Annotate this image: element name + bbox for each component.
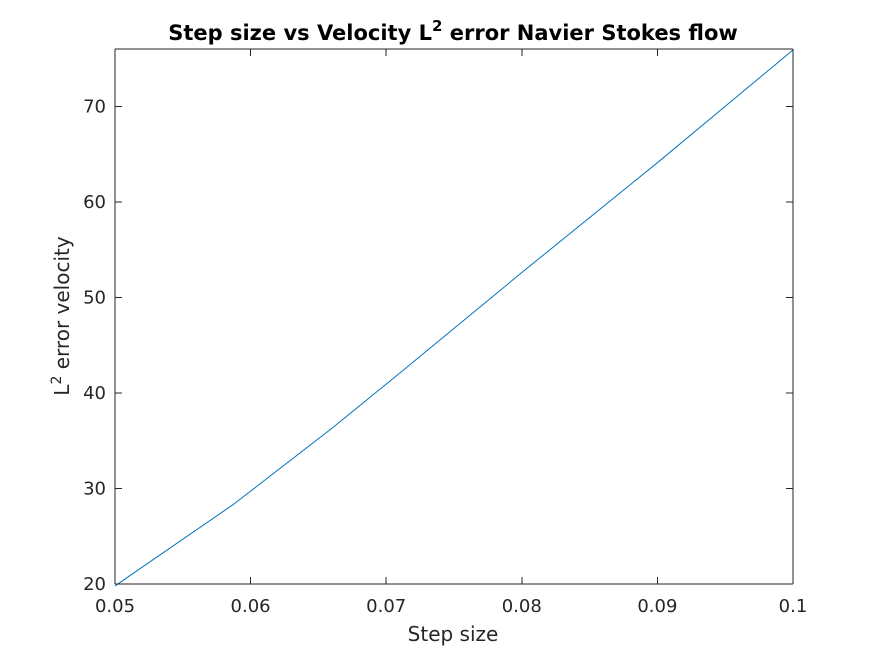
y-tick-label: 60	[83, 192, 106, 213]
y-axis-label-superscript: 2	[49, 376, 65, 385]
y-tick-label: 20	[83, 574, 106, 595]
series-line-0	[114, 49, 794, 587]
y-tick-label: 30	[83, 478, 106, 499]
y-ticks: 20 30 40 50 60 70	[83, 96, 793, 595]
y-tick-label: 70	[83, 96, 106, 117]
x-tick-label: 0.08	[502, 596, 542, 617]
chart-title-main: Step size vs Velocity L	[168, 21, 432, 45]
y-axis-label-suffix: error velocity	[50, 236, 74, 375]
x-tick-label: 0.05	[95, 596, 135, 617]
chart-title: Step size vs Velocity L2 error Navier St…	[168, 17, 738, 45]
x-tick-label: 0.07	[366, 596, 406, 617]
x-tick-label: 0.09	[637, 596, 677, 617]
x-ticks: 0.05 0.06 0.07 0.08 0.09 0.1	[95, 49, 807, 617]
axes-box	[114, 48, 794, 585]
chart-title-suffix: error Navier Stokes flow	[442, 21, 737, 45]
x-tick-label: 0.1	[779, 596, 808, 617]
plot-lines	[114, 49, 794, 587]
y-tick-label: 40	[83, 383, 106, 404]
y-tick-label: 50	[83, 287, 106, 308]
y-axis-label-main: L	[50, 384, 74, 396]
chart-title-superscript: 2	[432, 17, 442, 35]
x-axis-label: Step size	[408, 622, 499, 646]
plot-area	[115, 49, 793, 584]
x-tick-label: 0.06	[231, 596, 271, 617]
y-axis-label: L2 error velocity	[49, 236, 74, 396]
